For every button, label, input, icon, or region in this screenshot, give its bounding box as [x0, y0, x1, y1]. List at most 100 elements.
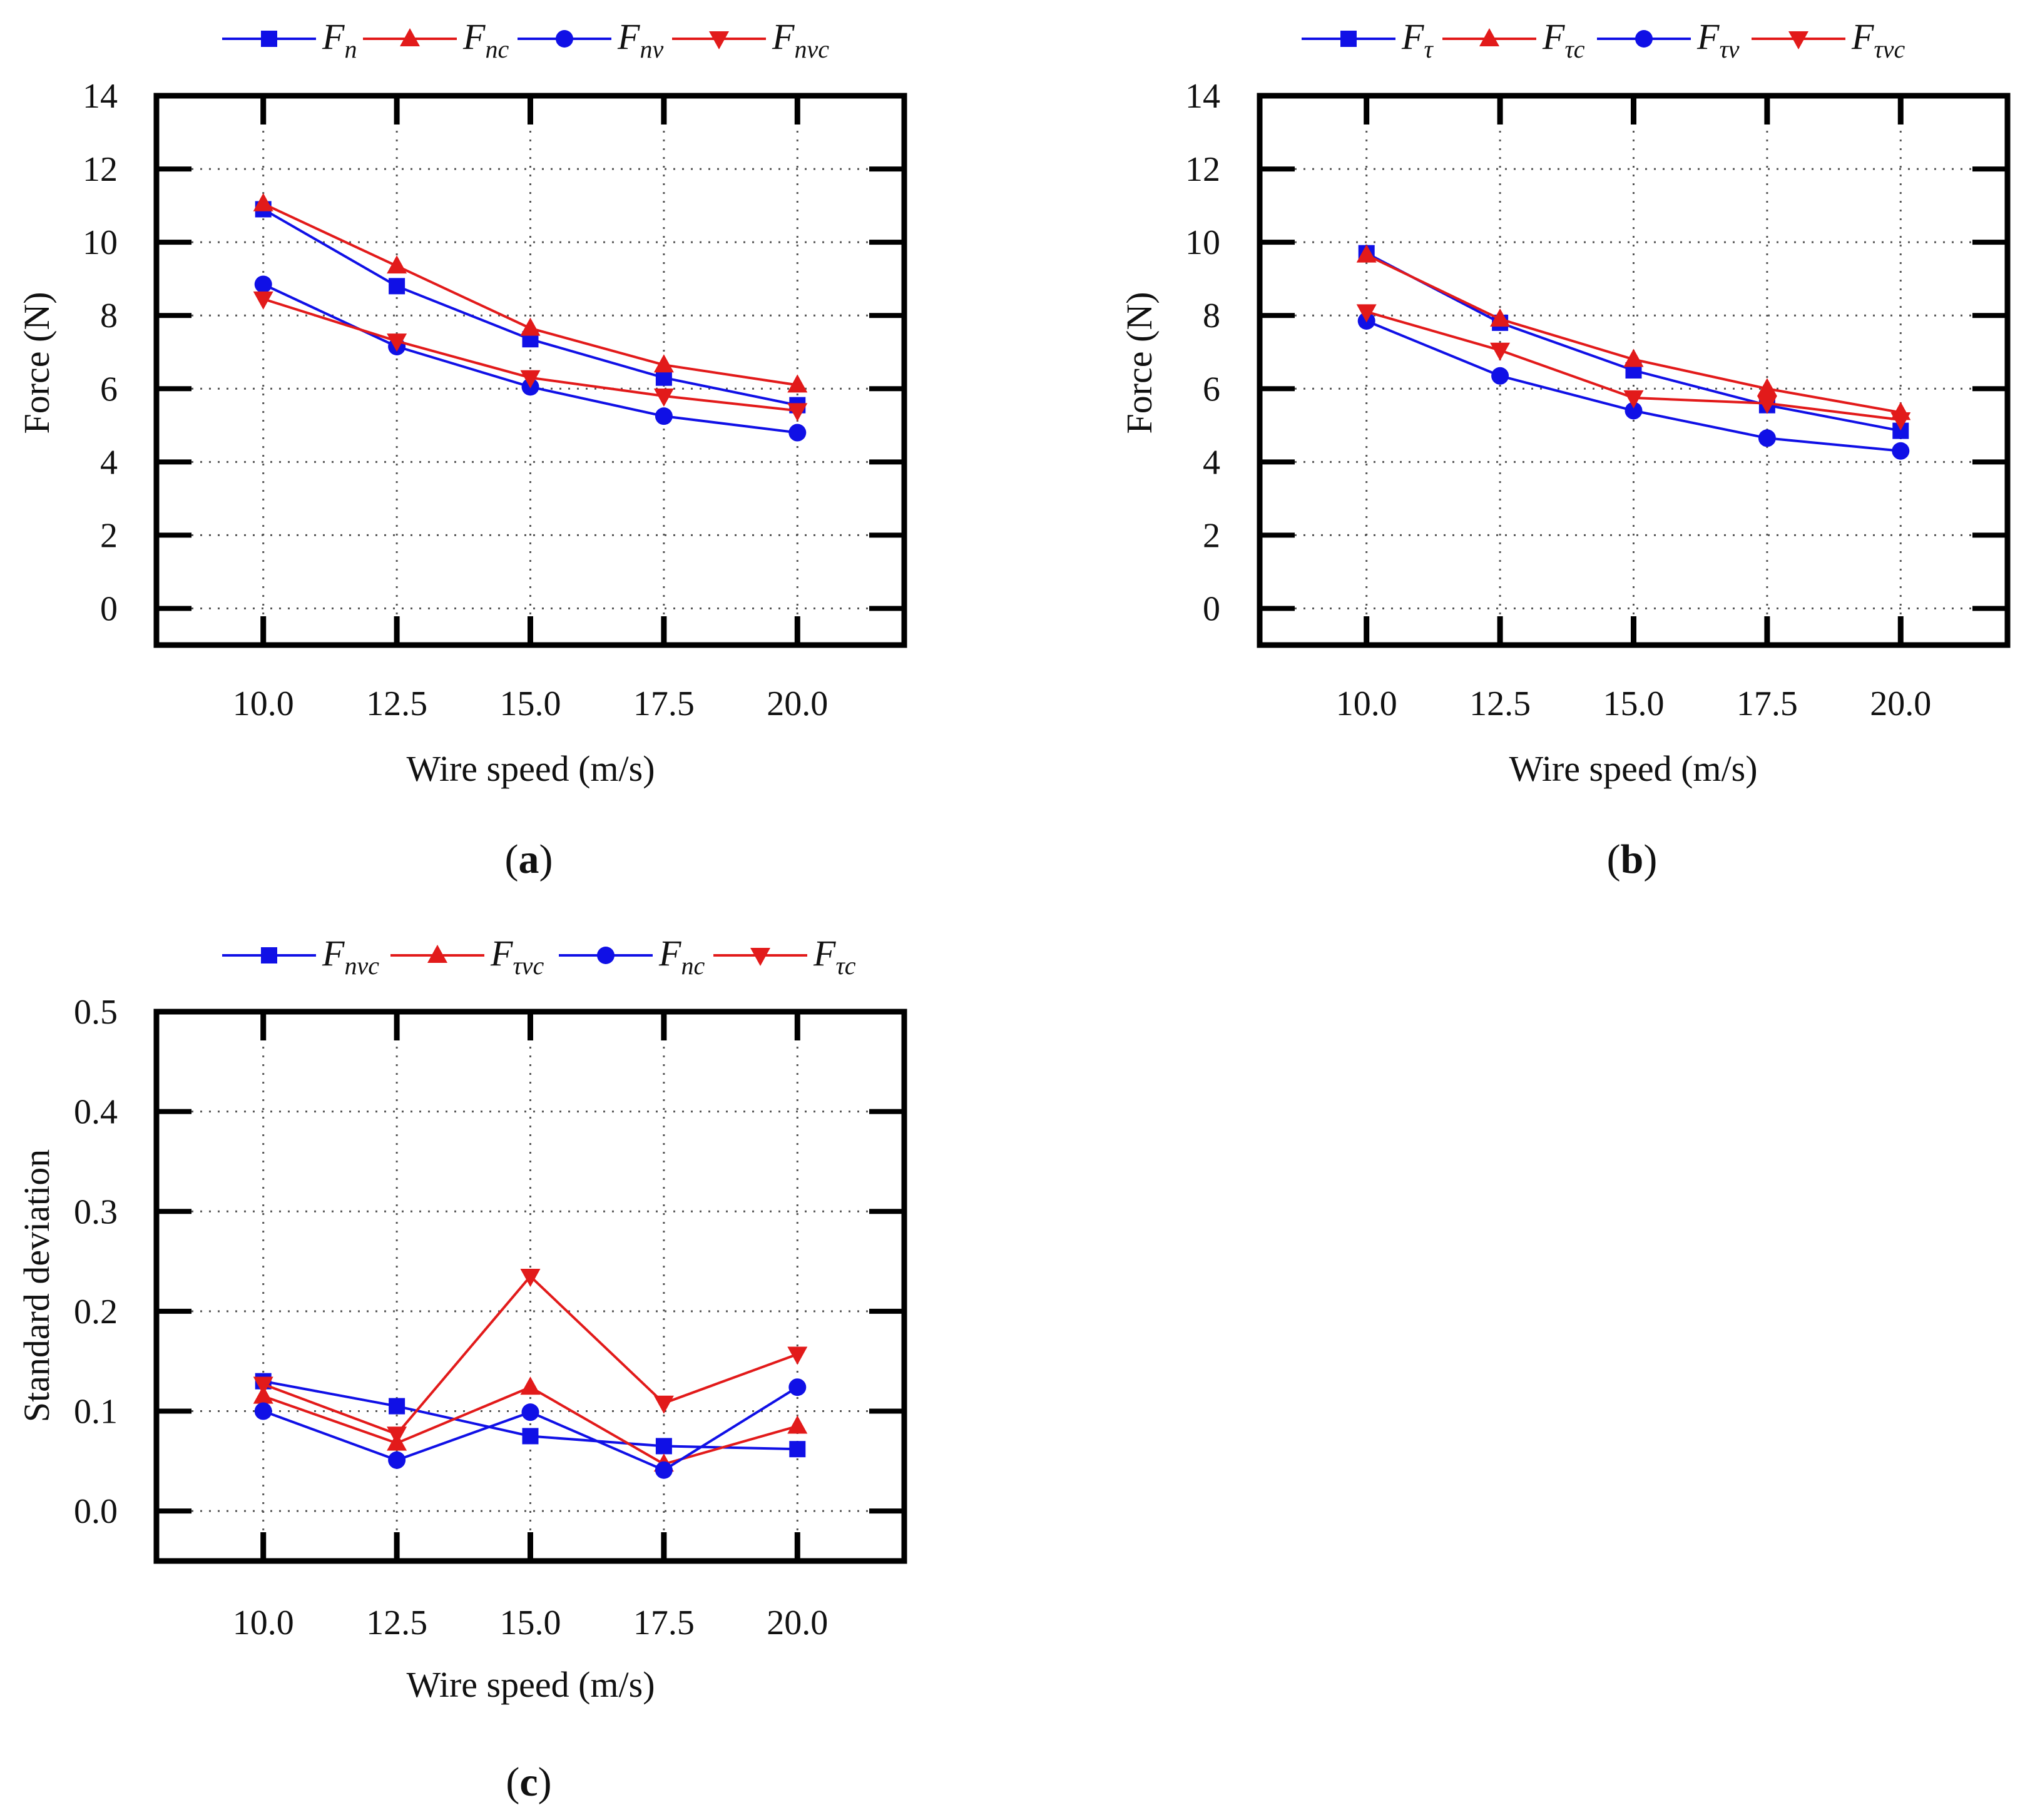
data-point	[655, 407, 673, 425]
legend-item: Fτc	[1442, 16, 1585, 63]
legend-label: Fn	[322, 16, 357, 63]
x-tick-label: 12.5	[366, 1604, 427, 1642]
x-tick-label: 15.0	[1603, 684, 1665, 723]
data-point	[1757, 378, 1777, 397]
legend: Fτ Fτc Fτv Fτvc	[1302, 16, 1905, 63]
y-tick-label: 10	[1185, 223, 1220, 262]
data-point	[1625, 402, 1643, 420]
data-point	[389, 1398, 406, 1415]
x-tick-label: 20.0	[1870, 684, 1931, 723]
y-tick-label: 14	[83, 77, 118, 116]
legend-item: Fnvc	[672, 16, 829, 63]
x-tick-label: 17.5	[1737, 684, 1798, 723]
x-tick-label: 15.0	[500, 1604, 561, 1642]
series-nc	[253, 193, 808, 393]
data-point	[254, 275, 272, 293]
chart-a: 10.0 12.5 15.0 17.5 20.0 0 2 4 6 8 10 12 14 Wire spee…	[16, 16, 907, 882]
series-τvc	[1356, 304, 1911, 431]
legend-item: Fnv	[518, 16, 663, 63]
y-tick-label: 4	[100, 443, 118, 482]
data-point	[653, 354, 674, 373]
data-point	[520, 317, 541, 336]
y-tick-label: 0.3	[74, 1192, 118, 1231]
data-point	[1356, 244, 1377, 263]
data-point	[1890, 412, 1911, 431]
chart-c: 10.0 12.5 15.0 17.5 20.0 0.0 0.1 0.2 0.3 0.4 0.5 Wi…	[16, 933, 907, 1805]
legend-label: Fτvc	[1851, 16, 1905, 63]
y-tick-label: 0	[1203, 589, 1220, 628]
chart-b: 10.0 12.5 15.0 17.5 20.0 0 2 4 6 8 10 12 14 Wire spee…	[1119, 16, 2011, 882]
legend: Fn Fnc Fnv Fnvc	[222, 16, 829, 63]
data-point	[388, 1451, 406, 1469]
x-tick-label: 10.0	[233, 684, 294, 723]
legend-item: Fτvc	[390, 933, 544, 980]
legend-item: Fτv	[1597, 16, 1740, 63]
y-tick-label: 8	[1203, 297, 1220, 335]
series-τc	[253, 1269, 808, 1445]
x-tick-label: 10.0	[233, 1604, 294, 1642]
data-point	[253, 1376, 273, 1395]
x-tick-label: 15.0	[500, 684, 561, 723]
legend-label: Fτ	[1401, 16, 1434, 63]
data-point	[653, 1395, 674, 1414]
data-point	[520, 1376, 541, 1395]
panel-label: (b)	[1607, 836, 1658, 882]
legend-marker	[427, 945, 447, 963]
plot-frame	[1257, 93, 2011, 648]
data-point	[787, 1415, 808, 1434]
legend-label: Fτvc	[490, 933, 544, 980]
legend-marker	[261, 31, 277, 47]
y-tick-label: 12	[83, 150, 118, 189]
series-nc	[254, 1378, 807, 1479]
data-point	[1490, 308, 1511, 327]
y-tick-label: 12	[1185, 150, 1220, 189]
y-axis-label: Force (N)	[1119, 292, 1160, 434]
data-point	[253, 193, 273, 211]
legend-marker	[261, 947, 277, 963]
series-line	[262, 202, 798, 387]
legend-marker	[750, 948, 770, 966]
data-point	[788, 1378, 807, 1396]
x-tick-label: 10.0	[1336, 684, 1397, 723]
data-point	[1356, 304, 1377, 323]
data-point	[387, 255, 407, 274]
x-tick-label: 12.5	[1469, 684, 1531, 723]
legend-marker	[597, 947, 615, 964]
legend-item: Fn	[222, 16, 357, 63]
data-point	[1623, 390, 1644, 409]
x-tick-label: 17.5	[633, 684, 695, 723]
legend-label: Fτc	[813, 933, 856, 980]
data-point	[1491, 367, 1509, 385]
y-tick-label: 0.2	[74, 1293, 118, 1331]
data-point	[1757, 395, 1777, 414]
x-axis-label: Wire speed (m/s)	[406, 1664, 655, 1705]
x-tick-label: 20.0	[767, 684, 828, 723]
data-point	[1490, 342, 1511, 361]
x-axis-label: Wire speed (m/s)	[406, 748, 655, 789]
data-point	[787, 403, 808, 422]
legend-item: Fnc	[559, 933, 705, 980]
series-τv	[1357, 312, 1910, 460]
legend: Fnvc Fτvc Fnc Fτc	[222, 933, 856, 980]
y-tick-label: 6	[1203, 370, 1220, 409]
y-axis-label: Force (N)	[16, 292, 57, 434]
data-point	[655, 1438, 672, 1455]
y-tick-label: 0	[100, 589, 118, 628]
legend-marker	[556, 30, 573, 48]
data-point	[788, 424, 807, 442]
panel-label: (a)	[505, 836, 553, 882]
legend-item: Fnc	[363, 16, 509, 63]
legend-label: Fτv	[1696, 16, 1740, 63]
legend-marker	[1479, 28, 1499, 46]
legend-item: Fnvc	[222, 933, 379, 980]
data-point	[653, 388, 674, 407]
legend-marker	[709, 31, 729, 49]
legend-marker	[400, 28, 420, 46]
panel-label: (c)	[506, 1759, 551, 1805]
x-tick-label: 12.5	[366, 684, 427, 723]
legend-marker	[1635, 30, 1653, 48]
x-axis-label: Wire speed (m/s)	[1509, 748, 1757, 789]
data-point	[389, 278, 406, 295]
x-tick-label: 20.0	[767, 1604, 828, 1642]
data-point	[1892, 442, 1910, 460]
